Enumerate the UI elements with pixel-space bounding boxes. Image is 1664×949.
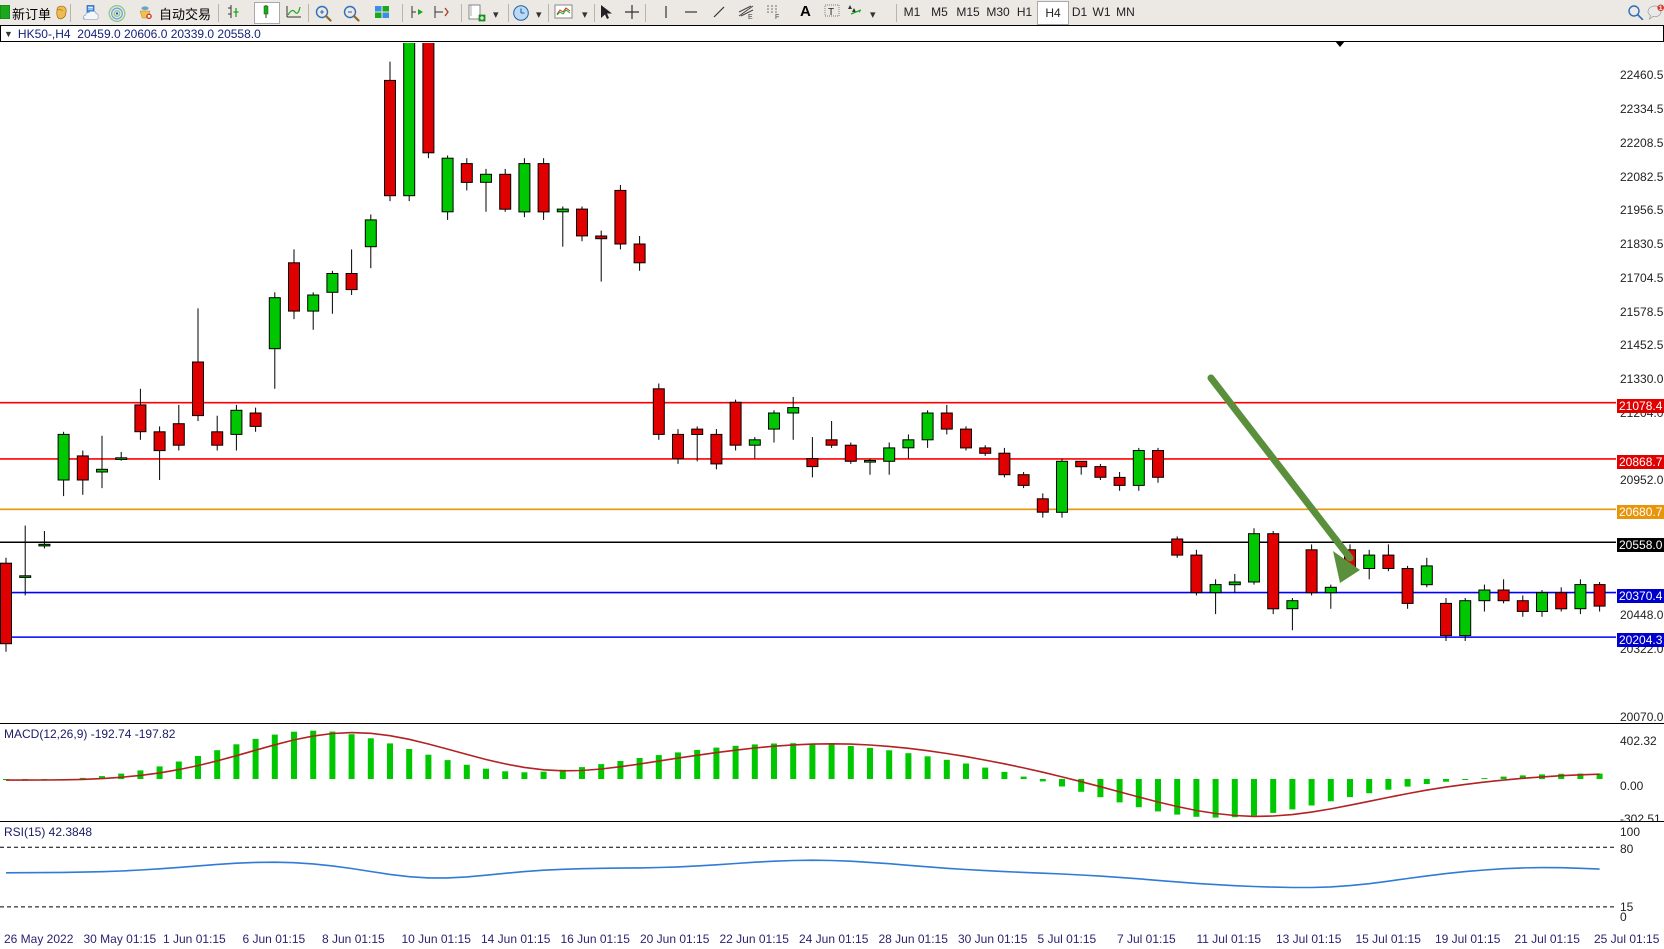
svg-text:1: 1: [1659, 4, 1663, 11]
svg-text:T: T: [828, 7, 834, 18]
svg-text:F: F: [775, 14, 779, 20]
svg-text:E: E: [748, 14, 753, 20]
